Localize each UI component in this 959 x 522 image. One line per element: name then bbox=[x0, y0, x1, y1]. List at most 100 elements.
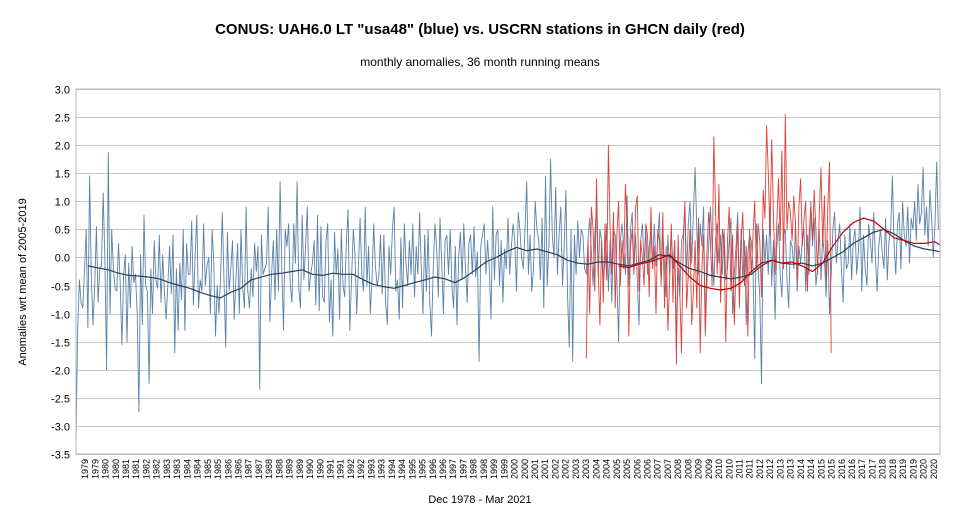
x-tick-label: 1984 bbox=[182, 459, 192, 479]
series-group bbox=[75, 113, 941, 443]
x-tick-label: 2017 bbox=[867, 459, 877, 479]
x-tick-label: 1998 bbox=[469, 459, 479, 479]
x-tick-label: 2007 bbox=[663, 459, 673, 479]
x-tick-label: 1984 bbox=[193, 459, 203, 479]
y-axis-ticks: 3.0 2.5 2.0 1.5 1.0 0.5 0.0 -0.5 -1.0 -1.5 -2.0 -2.… bbox=[51, 85, 70, 462]
x-tick-label: 2001 bbox=[540, 459, 550, 479]
x-tick-label: 2019 bbox=[908, 459, 918, 479]
x-tick-label: 1987 bbox=[244, 459, 254, 479]
x-tick-label: 2018 bbox=[888, 459, 898, 479]
x-tick-label: 1994 bbox=[387, 459, 397, 479]
uscrn-running-mean-line bbox=[618, 217, 941, 291]
x-tick-label: 1990 bbox=[305, 459, 315, 479]
x-tick-label: 1999 bbox=[499, 459, 509, 479]
x-tick-label: 1988 bbox=[264, 459, 274, 479]
y-tick-label: 3.0 bbox=[55, 85, 70, 97]
y-tick-label: 0.5 bbox=[55, 225, 70, 237]
uah-running-mean-line bbox=[87, 228, 941, 299]
y-tick-label: 2.5 bbox=[55, 113, 70, 125]
x-tick-label: 1991 bbox=[326, 459, 336, 479]
x-tick-label: 2005 bbox=[622, 459, 632, 479]
x-tick-label: 2000 bbox=[520, 459, 530, 479]
x-tick-label: 1997 bbox=[448, 459, 458, 479]
x-tick-label: 2002 bbox=[561, 459, 571, 479]
x-tick-label: 2006 bbox=[643, 459, 653, 479]
x-tick-label: 1993 bbox=[377, 459, 387, 479]
x-tick-label: 2015 bbox=[827, 459, 837, 479]
y-axis-label: Anomalies wrt mean of 2005-2019 bbox=[17, 198, 29, 366]
x-tick-label: 1985 bbox=[203, 459, 213, 479]
x-tick-label: 2003 bbox=[581, 459, 591, 479]
x-tick-label: 1997 bbox=[458, 459, 468, 479]
y-tick-label: 1.5 bbox=[55, 169, 70, 181]
y-tick-label: -3.5 bbox=[51, 450, 70, 462]
y-tick-label: -1.5 bbox=[51, 338, 70, 350]
x-tick-label: 2000 bbox=[510, 459, 520, 479]
x-tick-label: 2015 bbox=[816, 459, 826, 479]
chart-title: CONUS: UAH6.0 LT "usa48" (blue) vs. USCR… bbox=[215, 21, 745, 38]
x-tick-label: 2006 bbox=[632, 459, 642, 479]
x-tick-label: 2007 bbox=[653, 459, 663, 479]
x-tick-label: 2011 bbox=[735, 459, 745, 478]
x-tick-label: 2005 bbox=[612, 459, 622, 479]
x-tick-label: 1987 bbox=[254, 459, 264, 479]
x-tick-label: 1996 bbox=[428, 459, 438, 479]
x-tick-label: 2010 bbox=[724, 459, 734, 479]
x-tick-label: 2002 bbox=[551, 459, 561, 479]
x-tick-label: 2016 bbox=[847, 459, 857, 479]
x-tick-label: 2003 bbox=[571, 459, 581, 479]
x-tick-label: 2001 bbox=[530, 459, 540, 479]
x-tick-label: 2004 bbox=[602, 459, 612, 479]
x-tick-label: 1991 bbox=[336, 459, 346, 479]
x-tick-label: 1980 bbox=[111, 459, 121, 479]
x-tick-label: 1979 bbox=[80, 459, 90, 479]
x-tick-label: 1998 bbox=[479, 459, 489, 479]
gridlines bbox=[76, 89, 940, 455]
y-tick-label: -3.0 bbox=[51, 422, 70, 434]
x-tick-label: 2012 bbox=[755, 459, 765, 479]
x-tick-label: 2011 bbox=[745, 459, 755, 478]
x-tick-label: 2018 bbox=[878, 459, 888, 479]
x-tick-label: 2010 bbox=[714, 459, 724, 479]
x-tick-label: 1981 bbox=[131, 459, 141, 479]
x-tick-label: 1988 bbox=[274, 459, 284, 479]
x-tick-label: 2014 bbox=[796, 459, 806, 479]
x-tick-label: 1983 bbox=[172, 459, 182, 479]
x-tick-label: 2009 bbox=[694, 459, 704, 479]
x-tick-label: 1982 bbox=[152, 459, 162, 479]
plot-frame bbox=[75, 88, 941, 455]
x-tick-label: 1995 bbox=[418, 459, 428, 479]
y-tick-label: -2.0 bbox=[51, 366, 70, 378]
x-tick-label: 1982 bbox=[142, 459, 152, 479]
y-tick-label: 0.0 bbox=[55, 253, 70, 265]
x-tick-label: 2012 bbox=[765, 459, 775, 479]
x-tick-label: 1989 bbox=[285, 459, 295, 479]
y-tick-label: -1.0 bbox=[51, 310, 70, 322]
x-tick-label: 2009 bbox=[704, 459, 714, 479]
x-tick-label: 2020 bbox=[919, 459, 929, 479]
x-tick-label: 1989 bbox=[295, 459, 305, 479]
x-tick-label: 1983 bbox=[162, 459, 172, 479]
x-tick-label: 1980 bbox=[101, 459, 111, 479]
x-tick-label: 1993 bbox=[366, 459, 376, 479]
x-tick-label: 1999 bbox=[489, 459, 499, 479]
x-tick-label: 1994 bbox=[397, 459, 407, 479]
x-tick-label: 1990 bbox=[315, 459, 325, 479]
x-tick-label: 2020 bbox=[929, 459, 939, 479]
x-tick-label: 1992 bbox=[346, 459, 356, 479]
x-axis-ticks: 1979 1979 1980 1980 1981 1981 1982 1982 1983 1983… bbox=[80, 459, 939, 479]
x-axis-label: Dec 1978 - Mar 2021 bbox=[428, 494, 531, 506]
x-tick-label: 1979 bbox=[90, 459, 100, 479]
x-tick-label: 2019 bbox=[898, 459, 908, 479]
x-tick-label: 2013 bbox=[775, 459, 785, 479]
x-tick-label: 2014 bbox=[806, 459, 816, 479]
x-tick-label: 1985 bbox=[213, 459, 223, 479]
x-tick-label: 1995 bbox=[407, 459, 417, 479]
y-tick-label: 2.0 bbox=[55, 141, 70, 153]
chart-subtitle: monthly anomalies, 36 month running mean… bbox=[360, 55, 599, 69]
x-tick-label: 1986 bbox=[223, 459, 233, 479]
x-tick-label: 1992 bbox=[356, 459, 366, 479]
y-tick-label: -2.5 bbox=[51, 394, 70, 406]
x-tick-label: 2008 bbox=[683, 459, 693, 479]
